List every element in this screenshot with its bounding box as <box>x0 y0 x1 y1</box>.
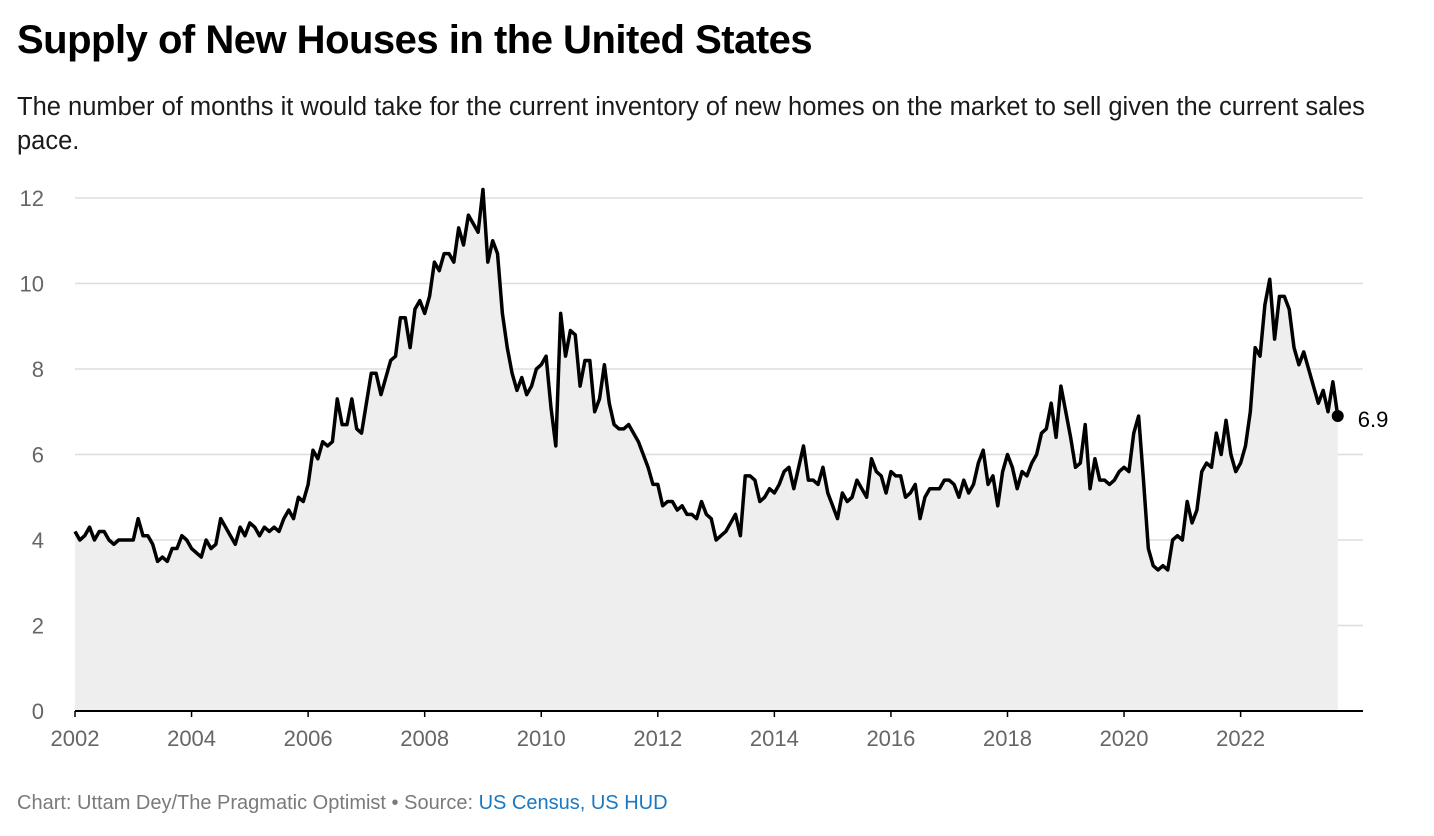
x-tick-label: 2008 <box>400 726 449 751</box>
series-area <box>75 189 1338 711</box>
x-tick-label: 2006 <box>284 726 333 751</box>
x-tick-label: 2022 <box>1216 726 1265 751</box>
x-tick-label: 2020 <box>1100 726 1149 751</box>
chart-subtitle: The number of months it would take for t… <box>17 93 1365 155</box>
y-tick-label: 0 <box>32 699 44 724</box>
x-tick-label: 2018 <box>983 726 1032 751</box>
y-tick-label: 8 <box>32 357 44 382</box>
chart-credit: Chart: Uttam Dey/The Pragmatic Optimist <box>17 792 386 814</box>
y-axis-ticks: 0 2 4 6 8 10 12 <box>20 186 44 724</box>
x-tick-label: 2002 <box>51 726 100 751</box>
chart-footer: Chart: Uttam Dey/The Pragmatic Optimist … <box>17 792 668 815</box>
x-tick-label: 2004 <box>167 726 216 751</box>
y-tick-label: 6 <box>32 443 44 468</box>
x-tick-label: 2014 <box>750 726 799 751</box>
y-tick-label: 12 <box>20 186 44 211</box>
x-tick-label: 2016 <box>866 726 915 751</box>
source-link[interactable]: US Census, US HUD <box>478 792 668 814</box>
x-axis-ticks: 2002 2004 2006 2008 2010 2012 2014 2016 2018 2020… <box>51 711 1265 751</box>
y-tick-label: 10 <box>20 272 44 297</box>
y-tick-label: 4 <box>32 528 44 553</box>
last-value-marker <box>1331 410 1344 423</box>
x-tick-label: 2010 <box>517 726 566 751</box>
footer-separator: • Source: <box>385 792 479 814</box>
y-tick-label: 2 <box>32 614 44 639</box>
series-line <box>73 187 1340 572</box>
x-tick-label: 2012 <box>633 726 682 751</box>
last-value-label: 6.9 <box>1358 407 1389 432</box>
chart-title: Supply of New Houses in the United State… <box>17 18 813 62</box>
